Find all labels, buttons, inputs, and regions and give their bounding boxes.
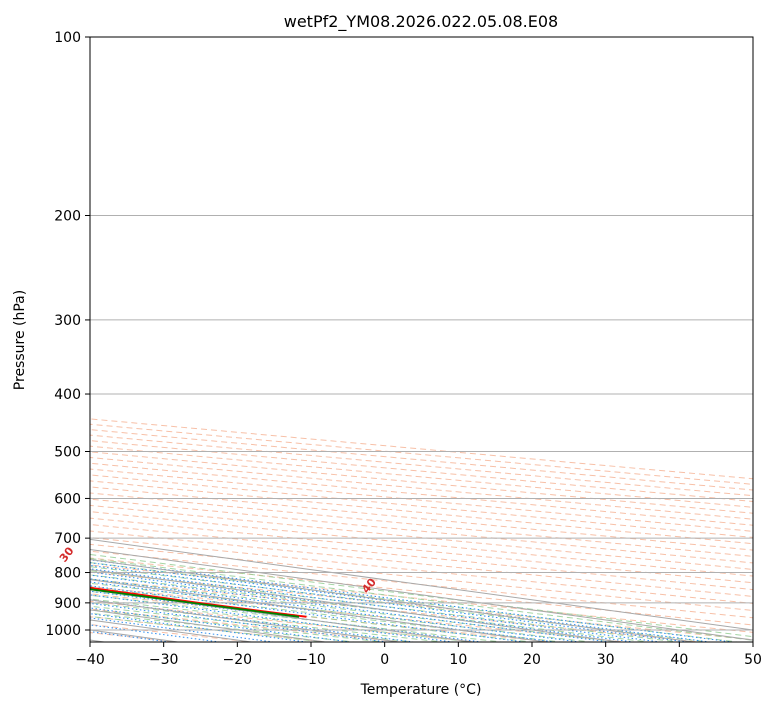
plot-background xyxy=(90,37,753,642)
moist-adiabat-line xyxy=(90,557,753,641)
moist-adiabat-line xyxy=(90,598,476,642)
y-tick-label: 500 xyxy=(54,444,81,460)
mixing-ratio-line xyxy=(90,617,277,642)
dry-adiabat-line xyxy=(90,578,705,642)
dry-adiabat-line xyxy=(90,429,753,491)
y-tick-label: 400 xyxy=(54,387,81,403)
dry-adiabat-line xyxy=(90,593,556,642)
x-tick-label: 40 xyxy=(670,652,688,668)
y-tick-label: 1000 xyxy=(45,623,81,639)
isotherm-line xyxy=(90,538,753,631)
y-tick-label: 900 xyxy=(54,596,81,612)
dry-adiabat-line xyxy=(90,456,753,520)
moist-adiabat-line xyxy=(90,594,506,642)
x-tick-label: −10 xyxy=(296,652,326,668)
dry-adiabat-line xyxy=(90,445,753,508)
y-axis-title: Pressure (hPa) xyxy=(12,290,28,390)
x-tick-label: −40 xyxy=(75,652,105,668)
x-tick-label: −20 xyxy=(223,652,253,668)
y-tick-label: 100 xyxy=(54,30,81,46)
mixing-ratio-line xyxy=(90,564,692,642)
background-reference-lines xyxy=(90,418,753,642)
x-tick-label: 50 xyxy=(744,652,762,668)
x-tick-label: 10 xyxy=(449,652,467,668)
dry-adiabat-line xyxy=(90,537,753,604)
mixing-ratio-line xyxy=(90,562,714,642)
moist-adiabat-line xyxy=(90,586,565,642)
y-tick-label: 800 xyxy=(54,566,81,582)
x-axis: −40 −30 −20 −10 0 10 20 30 40 50 xyxy=(75,642,762,668)
y-tick-label: 600 xyxy=(54,491,81,507)
dry-adiabat-line xyxy=(90,557,753,626)
moist-adiabat-line xyxy=(90,562,742,642)
x-tick-label: −30 xyxy=(149,652,179,668)
mixing-ratio-line xyxy=(90,574,614,642)
isotherm-label: 30 xyxy=(57,544,77,564)
x-tick-label: 0 xyxy=(380,652,389,668)
mixing-ratio-line xyxy=(90,613,311,642)
y-tick-label: 700 xyxy=(54,531,81,547)
y-tick-label: 200 xyxy=(54,209,81,225)
dry-adiabat-line xyxy=(90,451,753,514)
x-tick-label: 20 xyxy=(523,652,541,668)
plot-frame xyxy=(89,36,754,643)
dry-adiabat-line xyxy=(90,480,753,545)
y-axis: 100 200 300 400 500 600 700 800 900 1000 xyxy=(45,30,90,639)
y-tick-label: 300 xyxy=(54,313,81,329)
mixing-ratio-line xyxy=(90,568,665,642)
x-tick-label: 30 xyxy=(597,652,615,668)
chart-title: wetPf2_YM08.2026.022.05.08.E08 xyxy=(284,12,558,32)
dry-adiabat-line xyxy=(90,486,753,551)
x-axis-title: Temperature (°C) xyxy=(360,682,482,698)
moist-adiabat-line xyxy=(90,574,653,642)
mixing-ratio-line xyxy=(90,578,584,642)
moist-adiabat-line xyxy=(90,578,624,642)
